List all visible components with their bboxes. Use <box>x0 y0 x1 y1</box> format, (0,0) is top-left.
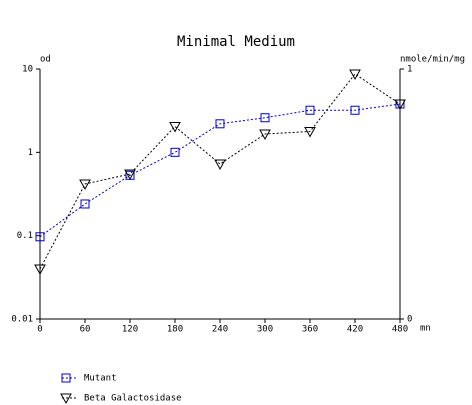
legend-marker <box>61 373 71 383</box>
x-tick-label: 360 <box>302 325 318 335</box>
x-tick-label: 300 <box>257 325 273 335</box>
y-tick-label: 0.01 <box>11 315 33 325</box>
data-point <box>394 99 406 111</box>
data-point <box>259 129 271 141</box>
y-tick-label: 0.1 <box>17 231 33 241</box>
data-point <box>170 147 180 157</box>
x-tick-label: 240 <box>212 325 228 335</box>
data-point <box>214 159 226 171</box>
y2-axis-label: nmole/min/mg <box>400 55 465 65</box>
y-tick-label: 10 <box>22 65 33 75</box>
data-point <box>80 199 90 209</box>
x-tick-label: 480 <box>392 325 408 335</box>
data-point <box>35 232 45 242</box>
x-tick-label: 180 <box>167 325 183 335</box>
data-point <box>305 105 315 115</box>
legend-label: Beta Galactosidase <box>84 394 182 404</box>
chart-title: Minimal Medium <box>177 34 295 50</box>
data-point <box>79 179 91 191</box>
y-axis-label: od <box>40 55 51 65</box>
data-point <box>215 119 225 129</box>
x-tick-label: 420 <box>347 325 363 335</box>
data-point <box>124 169 136 181</box>
x-tick-label: 120 <box>122 325 138 335</box>
x-axis-label: mn <box>420 324 431 334</box>
legend-label: Mutant <box>84 374 117 384</box>
x-tick-label: 0 <box>37 325 42 335</box>
data-point <box>34 264 46 276</box>
data-point <box>349 69 361 81</box>
data-point <box>350 105 360 115</box>
legend-marker <box>60 393 72 405</box>
x-tick-label: 60 <box>80 325 91 335</box>
series-line <box>39 103 401 238</box>
y2-tick-label: 0 <box>407 315 412 325</box>
y-tick-label: 1 <box>28 148 33 158</box>
data-point <box>260 113 270 123</box>
data-point <box>304 127 316 138</box>
y2-tick-label: 1 <box>407 65 412 75</box>
data-point <box>169 122 181 133</box>
